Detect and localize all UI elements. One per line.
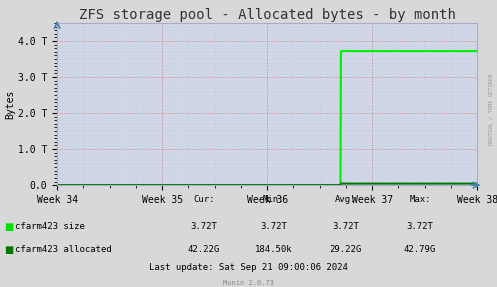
- Text: 3.72T: 3.72T: [260, 222, 287, 231]
- Text: Cur:: Cur:: [193, 195, 215, 204]
- Text: cfarm423 allocated: cfarm423 allocated: [15, 245, 112, 254]
- Text: Min:: Min:: [262, 195, 284, 204]
- Text: Max:: Max:: [409, 195, 431, 204]
- Text: 184.50k: 184.50k: [254, 245, 292, 254]
- Text: ■: ■: [4, 245, 13, 255]
- Text: Avg:: Avg:: [334, 195, 356, 204]
- Y-axis label: Bytes: Bytes: [5, 89, 15, 119]
- Text: 3.72T: 3.72T: [190, 222, 217, 231]
- Text: 29.22G: 29.22G: [330, 245, 361, 254]
- Text: cfarm423 size: cfarm423 size: [15, 222, 85, 231]
- Title: ZFS storage pool - Allocated bytes - by month: ZFS storage pool - Allocated bytes - by …: [79, 8, 456, 22]
- Text: Munin 2.0.73: Munin 2.0.73: [223, 280, 274, 286]
- Text: Last update: Sat Sep 21 09:00:06 2024: Last update: Sat Sep 21 09:00:06 2024: [149, 263, 348, 272]
- Text: 42.22G: 42.22G: [188, 245, 220, 254]
- Text: ■: ■: [4, 222, 13, 232]
- Text: 3.72T: 3.72T: [332, 222, 359, 231]
- Text: RRDTOOL / TOBI OETIKER: RRDTOOL / TOBI OETIKER: [489, 73, 494, 145]
- Text: 3.72T: 3.72T: [407, 222, 433, 231]
- Text: 42.79G: 42.79G: [404, 245, 436, 254]
